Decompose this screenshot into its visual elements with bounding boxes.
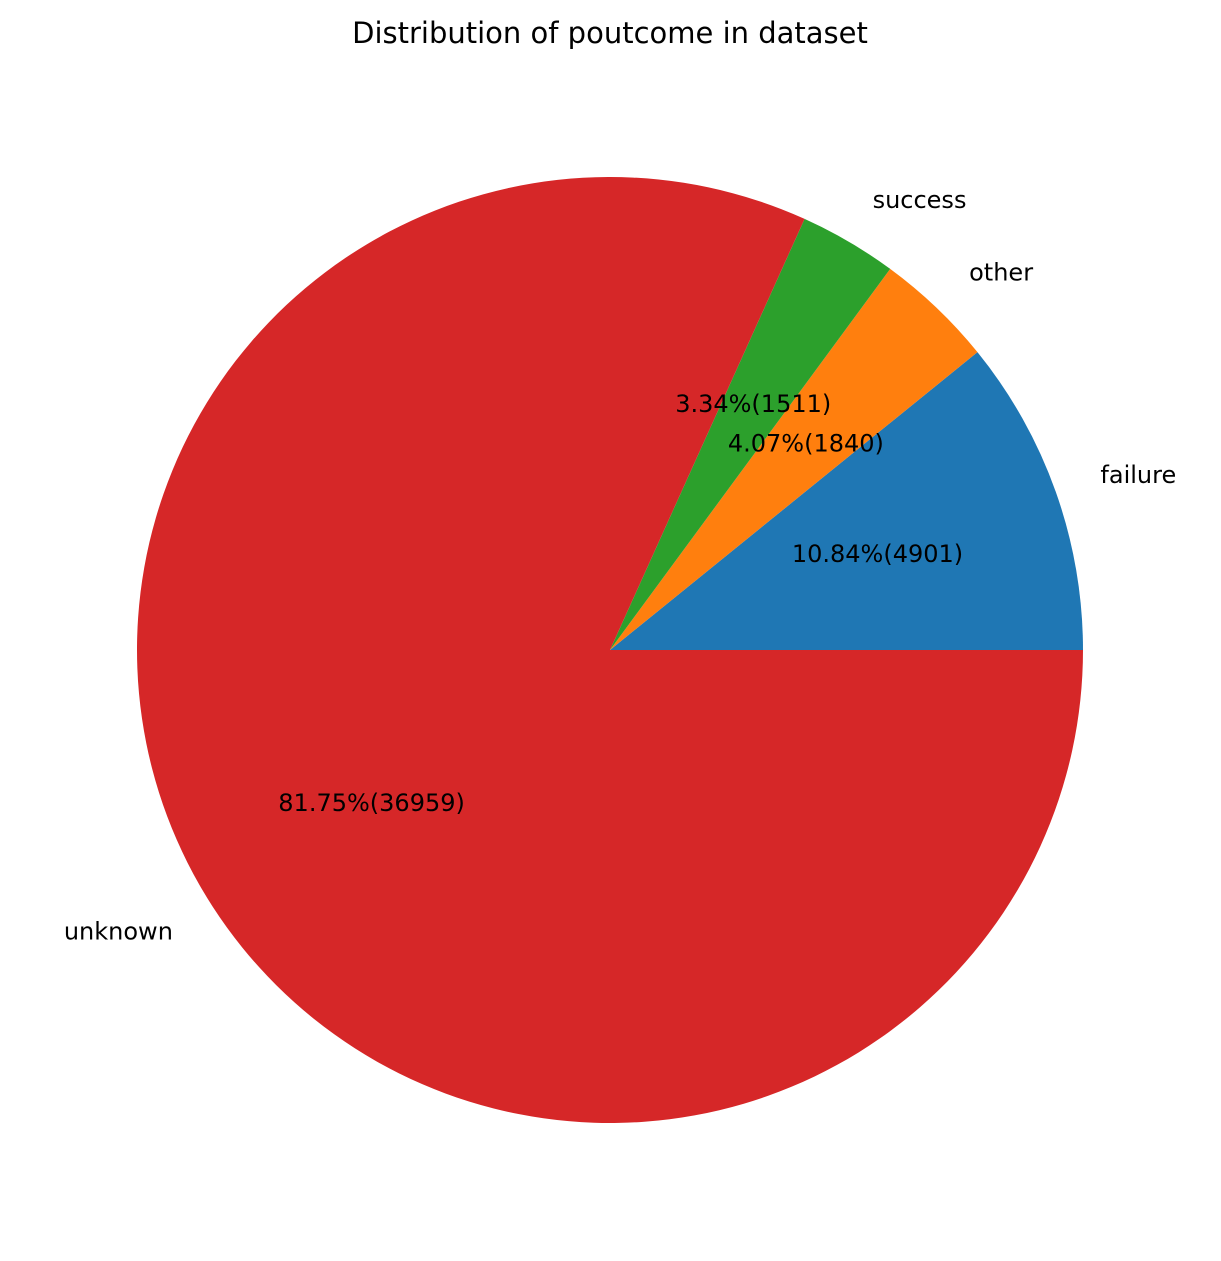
slice-label-unknown: unknown (64, 917, 173, 945)
slice-label-failure: failure (1100, 461, 1176, 489)
slice-pct-label-failure: 10.84%(4901) (792, 540, 963, 568)
pie-slices (137, 177, 1084, 1124)
chart-title: Distribution of poutcome in dataset (352, 16, 868, 50)
pie-slice-other (610, 268, 978, 650)
slice-pct-label-unknown: 81.75%(36959) (278, 789, 465, 817)
slice-label-other: other (969, 259, 1033, 287)
pie-labels: failure 10.84%(4901) other 4.07%(1840) succe… (64, 186, 1176, 945)
pie-slice-unknown (137, 177, 1084, 1124)
pie-slice-failure (610, 352, 1083, 650)
slice-label-success: success (873, 186, 967, 214)
slice-pct-label-other: 4.07%(1840) (728, 430, 884, 458)
slice-pct-label-success: 3.34%(1511) (675, 390, 831, 418)
pie-slice-success (610, 218, 891, 651)
